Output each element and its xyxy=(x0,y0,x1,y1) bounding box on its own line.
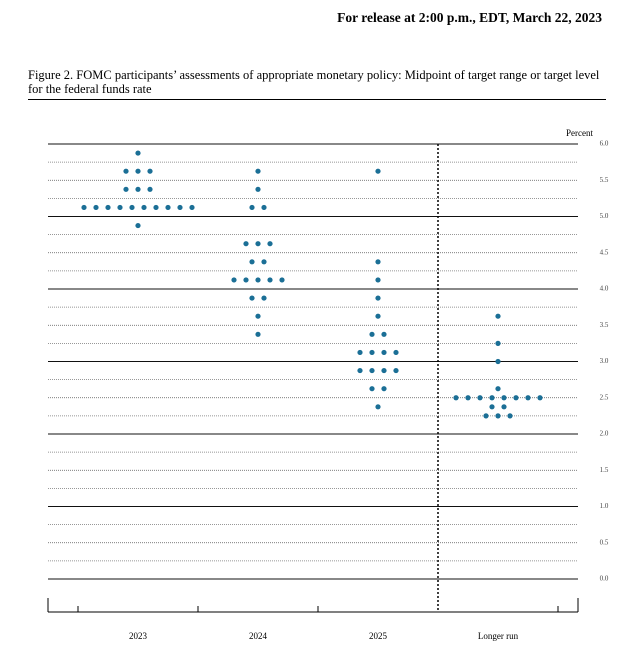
dot xyxy=(381,331,387,337)
dot xyxy=(381,367,387,374)
dot xyxy=(129,204,135,211)
dot xyxy=(525,395,531,401)
y-tick-label: 2.5 xyxy=(600,393,609,401)
y-tick-label: 0.5 xyxy=(600,538,609,546)
dot xyxy=(165,204,171,211)
dot xyxy=(369,349,375,356)
dot xyxy=(267,241,273,247)
dot xyxy=(495,340,501,346)
dot xyxy=(495,358,501,365)
chart-title: Figure 2. FOMC participants’ assessments… xyxy=(28,68,606,100)
dot xyxy=(249,295,255,301)
y-tick-label: 6.0 xyxy=(600,140,609,148)
dot xyxy=(357,367,363,374)
y-axis-label: Percent xyxy=(566,128,593,138)
dot xyxy=(369,331,375,337)
dot xyxy=(537,395,543,401)
dot xyxy=(489,404,495,410)
dot xyxy=(483,413,489,419)
y-tick-label: 4.0 xyxy=(600,285,609,293)
dot xyxy=(495,413,501,419)
dot xyxy=(375,404,381,410)
dot xyxy=(117,204,123,211)
dot xyxy=(243,277,249,283)
x-tick-label: Longer run xyxy=(478,631,519,641)
dot xyxy=(381,386,387,392)
dot xyxy=(93,204,99,211)
dot xyxy=(153,204,159,211)
dot xyxy=(255,168,261,174)
dot xyxy=(147,186,153,192)
dot xyxy=(465,395,471,401)
dot xyxy=(135,186,141,192)
dot xyxy=(189,204,195,211)
dot xyxy=(393,367,399,374)
dot xyxy=(375,168,381,174)
dot xyxy=(495,386,501,392)
x-tick-label: 2024 xyxy=(249,631,268,641)
dot xyxy=(123,186,129,192)
dot xyxy=(357,349,363,356)
y-tick-label: 1.5 xyxy=(600,466,609,474)
dot xyxy=(135,168,141,174)
dot xyxy=(453,395,459,401)
dot xyxy=(261,259,267,265)
y-tick-label: 3.5 xyxy=(600,321,609,329)
dot xyxy=(141,204,147,211)
dot xyxy=(489,395,495,401)
dot xyxy=(501,395,507,401)
dot xyxy=(375,259,381,265)
dot xyxy=(255,313,261,319)
dot xyxy=(501,404,507,410)
dot xyxy=(369,386,375,392)
dot xyxy=(375,277,381,283)
dot xyxy=(279,277,285,283)
dot xyxy=(255,241,261,247)
dot xyxy=(81,204,87,211)
y-tick-label: 3.0 xyxy=(600,357,609,365)
dot xyxy=(261,204,267,211)
y-tick-label: 5.0 xyxy=(600,212,609,220)
dot xyxy=(177,204,183,211)
dot xyxy=(249,204,255,211)
dot xyxy=(375,295,381,301)
y-tick-label: 4.5 xyxy=(600,248,609,256)
x-tick-label: 2025 xyxy=(369,631,388,641)
x-tick-label: 2023 xyxy=(129,631,148,641)
dot xyxy=(249,259,255,265)
dot xyxy=(255,277,261,283)
dot xyxy=(255,331,261,337)
dot xyxy=(147,168,153,174)
dot xyxy=(261,295,267,301)
y-tick-label: 2.0 xyxy=(600,430,609,438)
dot xyxy=(375,313,381,319)
dot xyxy=(381,349,387,356)
dot xyxy=(477,395,483,401)
y-tick-label: 0.0 xyxy=(600,575,609,583)
dot xyxy=(369,367,375,374)
dot xyxy=(255,186,261,192)
dot xyxy=(507,413,513,419)
dot xyxy=(393,349,399,356)
dot xyxy=(135,150,141,156)
dot xyxy=(105,204,111,211)
dot xyxy=(231,277,237,283)
y-tick-label: 1.0 xyxy=(600,502,609,510)
dot xyxy=(123,168,129,174)
dot xyxy=(135,222,141,229)
dot xyxy=(267,277,273,283)
y-tick-label: 5.5 xyxy=(600,176,609,184)
dot xyxy=(495,313,501,319)
dot xyxy=(243,241,249,247)
dot xyxy=(513,395,519,401)
release-note: For release at 2:00 p.m., EDT, March 22,… xyxy=(337,10,602,25)
